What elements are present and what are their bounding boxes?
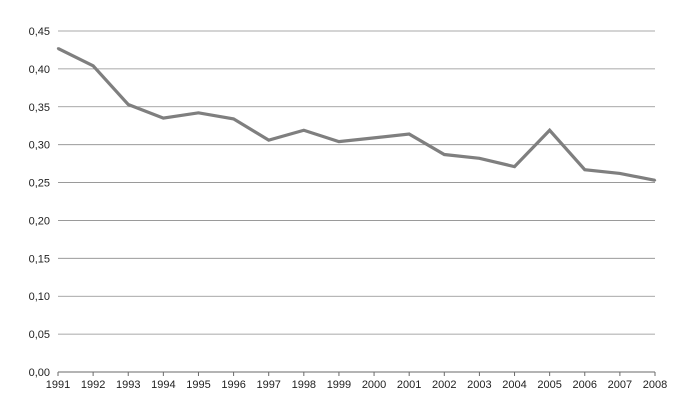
- data-point-1992: [91, 64, 95, 68]
- data-point-2007: [618, 172, 622, 175]
- y-tick-label-0: 0,00: [29, 367, 50, 379]
- x-tick-label-1: 1992: [81, 379, 105, 391]
- series-group: [56, 46, 657, 182]
- y-tick-label-9: 0,45: [29, 26, 50, 38]
- data-point-1995: [197, 111, 200, 115]
- data-point-1996: [232, 117, 235, 121]
- x-axis-tick-labels: 1991 1992 1993 1994 1995 1996 1997 1998 1999 2000…: [46, 372, 667, 391]
- data-point-2006: [583, 168, 586, 171]
- x-tick-label-12: 2003: [467, 379, 491, 391]
- x-tick-label-8: 1999: [327, 379, 351, 391]
- y-axis-tick-labels: 0,00 0,05 0,10 0,15 0,20 0,25 0,30 0,35 0,40 0,45: [29, 26, 50, 379]
- data-point-1991: [56, 47, 60, 50]
- x-tick-label-13: 2004: [502, 379, 526, 391]
- data-point-1993: [127, 103, 130, 106]
- y-tick-label-5: 0,25: [29, 178, 50, 190]
- y-tick-label-4: 0,20: [29, 215, 50, 227]
- x-tick-label-15: 2006: [573, 379, 597, 391]
- x-tick-label-16: 2007: [608, 379, 632, 391]
- y-tick-label-8: 0,40: [29, 64, 50, 76]
- data-point-2008: [653, 179, 657, 182]
- y-tick-label-3: 0,15: [29, 253, 50, 265]
- data-point-2005: [548, 129, 551, 132]
- x-tick-label-7: 1998: [292, 379, 316, 391]
- data-point-1999: [337, 140, 341, 143]
- x-tick-label-5: 1996: [221, 379, 245, 391]
- data-point-1994: [162, 116, 165, 120]
- series-line-0: [57, 46, 656, 182]
- x-tick-label-0: 1991: [46, 379, 70, 391]
- x-tick-label-14: 2005: [537, 379, 561, 391]
- data-point-2001: [407, 132, 411, 136]
- x-tick-label-9: 2000: [362, 379, 386, 391]
- data-point-2004: [513, 165, 516, 168]
- data-point-2003: [478, 157, 481, 160]
- x-tick-label-10: 2001: [397, 379, 421, 391]
- y-tick-label-2: 0,10: [29, 291, 50, 303]
- y-tick-label-1: 0,05: [29, 329, 50, 341]
- x-tick-label-2: 1993: [116, 379, 140, 391]
- data-point-2002: [443, 153, 446, 156]
- data-point-2000: [372, 136, 376, 140]
- data-point-1998: [302, 129, 306, 132]
- x-tick-label-4: 1995: [186, 379, 210, 391]
- x-tick-label-11: 2002: [432, 379, 456, 391]
- gridlines: [58, 30, 655, 335]
- x-tick-label-17: 2008: [643, 379, 667, 391]
- y-tick-label-6: 0,30: [29, 140, 50, 152]
- data-point-1997: [267, 138, 270, 142]
- x-tick-label-3: 1994: [151, 379, 175, 391]
- x-tick-label-6: 1997: [256, 379, 280, 391]
- y-tick-label-7: 0,35: [29, 102, 50, 114]
